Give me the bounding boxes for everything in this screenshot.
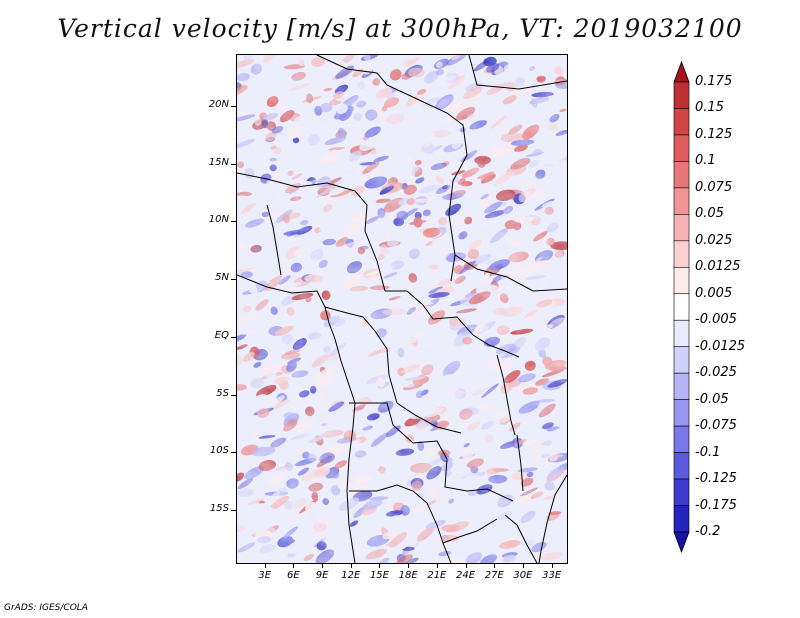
colorbar-swatch [673, 425, 690, 453]
lon-label: 3E [258, 570, 272, 581]
lon-label: 30E [513, 570, 533, 581]
colorbar-label: 0.15 [695, 100, 724, 116]
colorbar-swatch [673, 134, 690, 162]
lon-tick [293, 563, 295, 568]
colorbar-swatch [673, 240, 690, 268]
lon-tick [522, 563, 524, 568]
colorbar-swatch [673, 293, 690, 321]
lon-tick [264, 563, 266, 568]
coastline-west [237, 274, 356, 563]
colorbar-swatch [673, 214, 690, 242]
border-west-1 [266, 204, 282, 276]
lat-tick [231, 510, 236, 512]
lon-label: 9E [315, 570, 329, 581]
colorbar-label: 0.125 [695, 126, 733, 142]
lat-tick [231, 452, 236, 454]
field-layer [237, 55, 567, 563]
lon-tick [494, 563, 496, 568]
border-lakes [496, 354, 538, 563]
border-south-1 [349, 402, 514, 502]
colorbar-label: -0.075 [695, 418, 737, 434]
colorbar-swatch [673, 452, 690, 480]
lat-label: 15N [208, 156, 229, 168]
border-south-2 [349, 484, 452, 563]
colorbar-swatch [673, 81, 690, 109]
border-central-2 [324, 306, 462, 434]
colorbar-label: -0.05 [695, 391, 729, 407]
lat-tick [231, 221, 236, 223]
field-texture [237, 55, 567, 563]
lon-tick [379, 563, 381, 568]
lat-label: 10N [208, 214, 229, 226]
colorbar-swatch [673, 372, 690, 400]
lon-tick [436, 563, 438, 568]
coastline-east [538, 474, 567, 563]
colorbar-label: -0.025 [695, 365, 737, 381]
lon-tick [465, 563, 467, 568]
colorbar-label: 0.005 [695, 285, 733, 301]
lon-tick [408, 563, 410, 568]
border-north-1 [316, 55, 468, 282]
lon-label: 33E [542, 570, 562, 581]
colorbar-label: 0.025 [695, 232, 733, 248]
lat-label: EQ [214, 329, 229, 341]
colorbar-label: -0.0125 [695, 338, 746, 354]
border-east-2 [454, 254, 567, 292]
lat-tick [231, 336, 236, 338]
colorbar-max-arrow [673, 60, 690, 83]
border-north-2 [237, 172, 386, 292]
colorbar-label: -0.2 [695, 524, 721, 539]
lat-label: 5S [216, 387, 229, 399]
lat-label: 20N [208, 98, 229, 110]
colorbar-swatch [673, 346, 690, 374]
colorbar-swatch [673, 161, 690, 189]
lon-label: 12E [341, 570, 361, 581]
colorbar-swatch [673, 478, 690, 506]
colorbar-label: 0.075 [695, 179, 733, 195]
lat-tick [231, 394, 236, 396]
colorbar-swatch [673, 505, 690, 533]
lon-label: 18E [398, 570, 418, 581]
border-south-3 [442, 518, 498, 544]
border-central-1 [385, 290, 520, 358]
grads-credit: GrADS: IGES/COLA [4, 603, 88, 613]
colorbar-label: -0.005 [695, 312, 737, 328]
lon-tick [350, 563, 352, 568]
lat-tick [231, 105, 236, 107]
lat-label: 5N [215, 272, 229, 284]
lon-label: 6E [287, 570, 300, 581]
colorbar-label: -0.175 [695, 497, 737, 513]
lat-label: 15S [209, 503, 229, 515]
colorbar-label: 0.175 [695, 74, 733, 89]
colorbar-swatch [673, 319, 690, 348]
lat-tick [231, 163, 236, 165]
colorbar-swatch [673, 399, 690, 427]
colorbar-min-arrow [673, 531, 690, 554]
colorbar-swatch [673, 266, 690, 295]
colorbar-label: -0.1 [695, 444, 721, 460]
colorbar-swatch [673, 108, 690, 136]
border-east-1 [468, 55, 567, 90]
lon-label: 15E [369, 570, 389, 581]
lon-label: 27E [484, 570, 504, 581]
lon-tick [322, 563, 324, 568]
lat-tick [231, 279, 236, 281]
lon-tick [551, 563, 553, 568]
colorbar-label: 0.05 [695, 206, 724, 222]
lon-label: 21E [427, 570, 447, 581]
colorbar-swatch [673, 187, 690, 215]
lat-label: 10S [209, 445, 229, 457]
map-title: Vertical velocity [m/s] at 300hPa, VT: 2… [57, 14, 743, 43]
country-borders [237, 55, 567, 563]
colorbar-label: -0.125 [695, 471, 737, 487]
velocity-field [237, 55, 567, 563]
colorbar-label: 0.0125 [695, 259, 741, 275]
colorbar-label: 0.1 [695, 153, 716, 169]
map-panel [236, 54, 568, 564]
colorbar [673, 60, 690, 554]
lon-label: 24E [456, 570, 476, 581]
